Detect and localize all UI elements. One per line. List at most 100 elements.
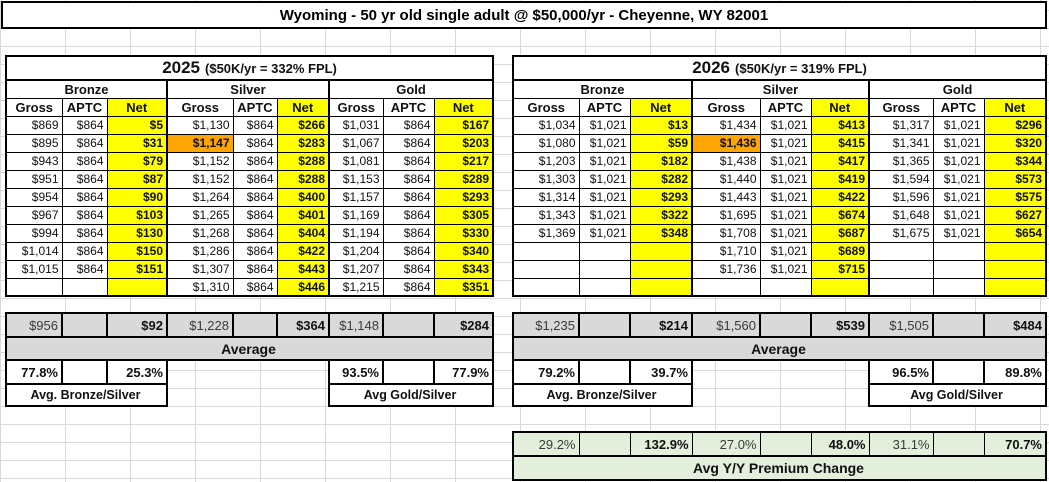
yoy-label[interactable]: Avg Y/Y Premium Change xyxy=(512,455,1047,481)
data-cell[interactable]: $864 xyxy=(232,241,278,261)
data-cell[interactable]: $400 xyxy=(276,187,330,207)
avg-gold-gross[interactable]: $1,148 xyxy=(328,312,384,338)
data-cell[interactable]: $1,021 xyxy=(759,169,812,189)
data-cell[interactable]: $1,341 xyxy=(868,133,934,153)
data-cell[interactable]: $1,369 xyxy=(512,223,580,243)
avg-silver-gross[interactable]: $1,228 xyxy=(166,312,234,338)
col-header-aptc[interactable]: APTC xyxy=(382,97,435,117)
data-cell[interactable]: $1,067 xyxy=(328,133,384,153)
avg-gold-net[interactable]: $484 xyxy=(983,312,1047,338)
col-header-net[interactable]: Net xyxy=(629,97,693,117)
data-cell[interactable]: $150 xyxy=(106,241,168,261)
yoy-silver-net-pct[interactable]: 48.0% xyxy=(810,431,870,457)
yoy-silver-gross-pct[interactable]: 27.0% xyxy=(691,431,761,457)
ratio-blank[interactable] xyxy=(61,359,108,385)
col-header-aptc[interactable]: APTC xyxy=(232,97,278,117)
data-cell[interactable]: $1,207 xyxy=(328,259,384,279)
data-cell[interactable]: $59 xyxy=(629,133,693,153)
data-cell[interactable]: $864 xyxy=(232,223,278,243)
data-cell[interactable] xyxy=(868,277,934,297)
data-cell[interactable]: $943 xyxy=(5,151,63,171)
avg-silver-net[interactable]: $539 xyxy=(810,312,870,338)
col-header-net[interactable]: Net xyxy=(433,97,494,117)
data-cell[interactable]: $1,204 xyxy=(328,241,384,261)
bronze-silver-net-pct[interactable]: 25.3% xyxy=(106,359,168,385)
data-cell[interactable] xyxy=(512,241,580,261)
tier-silver[interactable]: Silver xyxy=(691,79,870,99)
col-header-aptc[interactable]: APTC xyxy=(578,97,631,117)
data-cell[interactable]: $5 xyxy=(106,115,168,135)
year-header-cell[interactable]: 2025 ($50K/yr = 332% FPL) xyxy=(5,55,494,81)
data-cell[interactable]: $1,215 xyxy=(328,277,384,297)
data-cell[interactable]: $1,317 xyxy=(868,115,934,135)
data-cell[interactable]: $1,443 xyxy=(691,187,761,207)
data-cell[interactable]: $1,031 xyxy=(328,115,384,135)
data-cell[interactable]: $1,710 xyxy=(691,241,761,261)
data-cell[interactable]: $1,021 xyxy=(759,133,812,153)
data-cell[interactable]: $1,021 xyxy=(932,169,985,189)
data-cell[interactable] xyxy=(106,277,168,297)
data-cell[interactable]: $1,343 xyxy=(512,205,580,225)
col-header-gross[interactable]: Gross xyxy=(328,97,384,117)
data-cell[interactable]: $1,021 xyxy=(759,259,812,279)
yoy-bronze-net-pct[interactable]: 132.9% xyxy=(629,431,693,457)
data-cell[interactable]: $864 xyxy=(232,169,278,189)
data-cell[interactable]: $1,021 xyxy=(932,133,985,153)
data-cell[interactable]: $103 xyxy=(106,205,168,225)
data-cell[interactable]: $417 xyxy=(810,151,870,171)
data-cell[interactable]: $422 xyxy=(276,241,330,261)
data-cell[interactable] xyxy=(983,259,1047,279)
data-cell[interactable]: $864 xyxy=(61,187,108,207)
data-cell[interactable]: $1,736 xyxy=(691,259,761,279)
data-cell[interactable]: $864 xyxy=(232,277,278,297)
data-cell[interactable]: $1,436 xyxy=(691,133,761,153)
data-cell[interactable]: $217 xyxy=(433,151,494,171)
data-cell[interactable] xyxy=(868,241,934,261)
data-cell[interactable]: $1,314 xyxy=(512,187,580,207)
data-cell[interactable]: $1,021 xyxy=(759,241,812,261)
data-cell[interactable]: $1,081 xyxy=(328,151,384,171)
data-cell[interactable]: $283 xyxy=(276,133,330,153)
avg-bronze-aptc[interactable] xyxy=(61,312,108,338)
data-cell[interactable]: $322 xyxy=(629,205,693,225)
yoy-blank[interactable] xyxy=(578,431,631,457)
col-header-net[interactable]: Net xyxy=(106,97,168,117)
data-cell[interactable]: $1,194 xyxy=(328,223,384,243)
avg-bronze-gross[interactable]: $1,235 xyxy=(512,312,580,338)
data-cell[interactable]: $654 xyxy=(983,223,1047,243)
data-cell[interactable]: $864 xyxy=(232,259,278,279)
data-cell[interactable] xyxy=(759,277,812,297)
avg-bronze-net[interactable]: $92 xyxy=(106,312,168,338)
data-cell[interactable]: $151 xyxy=(106,259,168,279)
avg-bronze-net[interactable]: $214 xyxy=(629,312,693,338)
data-cell[interactable]: $1,434 xyxy=(691,115,761,135)
data-cell[interactable]: $1,021 xyxy=(759,205,812,225)
data-cell[interactable]: $1,438 xyxy=(691,151,761,171)
bronze-silver-net-pct[interactable]: 39.7% xyxy=(629,359,693,385)
data-cell[interactable]: $864 xyxy=(382,169,435,189)
data-cell[interactable]: $296 xyxy=(983,115,1047,135)
data-cell[interactable]: $687 xyxy=(810,223,870,243)
data-cell[interactable]: $1,157 xyxy=(328,187,384,207)
gold-silver-gross-pct[interactable]: 96.5% xyxy=(868,359,934,385)
avg-bronze-gross[interactable]: $956 xyxy=(5,312,63,338)
data-cell[interactable]: $1,034 xyxy=(512,115,580,135)
data-cell[interactable]: $575 xyxy=(983,187,1047,207)
yoy-gold-net-pct[interactable]: 70.7% xyxy=(983,431,1047,457)
data-cell[interactable]: $1,021 xyxy=(759,223,812,243)
data-cell[interactable]: $864 xyxy=(61,115,108,135)
col-header-net[interactable]: Net xyxy=(810,97,870,117)
bronze-silver-gross-pct[interactable]: 77.8% xyxy=(5,359,63,385)
data-cell[interactable] xyxy=(629,241,693,261)
data-cell[interactable]: $674 xyxy=(810,205,870,225)
data-cell[interactable]: $1,130 xyxy=(166,115,234,135)
data-cell[interactable]: $951 xyxy=(5,169,63,189)
data-cell[interactable]: $1,021 xyxy=(578,169,631,189)
data-cell[interactable] xyxy=(5,277,63,297)
data-cell[interactable]: $31 xyxy=(106,133,168,153)
data-cell[interactable]: $1,264 xyxy=(166,187,234,207)
avg-silver-net[interactable]: $364 xyxy=(276,312,330,338)
data-cell[interactable] xyxy=(61,277,108,297)
ratio-blank[interactable] xyxy=(382,359,435,385)
data-cell[interactable]: $864 xyxy=(382,133,435,153)
